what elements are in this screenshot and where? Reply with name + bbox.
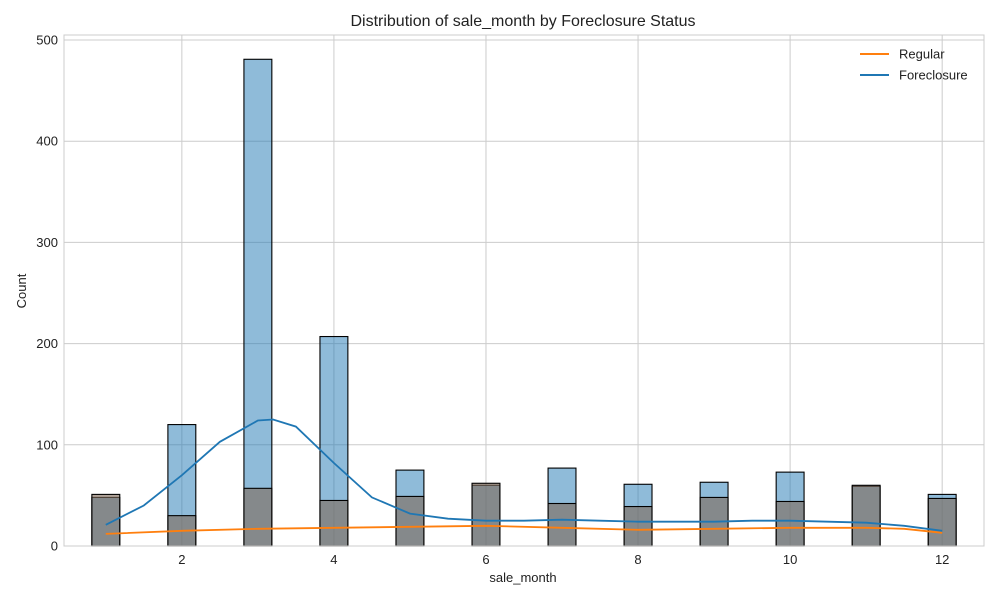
plot-frame — [63, 34, 985, 547]
plot-background — [64, 35, 984, 546]
y-axis-label: Count — [14, 273, 29, 308]
regular-bar — [927, 497, 957, 547]
regular-bar — [319, 499, 349, 547]
regular-bar — [91, 493, 121, 547]
y-tick-label: 0 — [51, 539, 58, 554]
foreclosure-kde-line — [105, 418, 943, 532]
x-tick-label: 4 — [330, 552, 337, 567]
foreclosure-bar — [243, 58, 273, 547]
regular-kde-line — [105, 524, 943, 535]
regular-bar — [395, 495, 425, 547]
plot-area: 0 100 200 300 400 500 2 4 6 8 10 12 — [36, 33, 985, 567]
regular-bar — [243, 487, 273, 547]
regular-bar — [547, 502, 577, 547]
y-tick-label: 500 — [36, 33, 58, 48]
regular-bar — [775, 500, 805, 547]
y-tick-label: 400 — [36, 134, 58, 149]
y-tick-label: 200 — [36, 336, 58, 351]
x-tick-label: 6 — [482, 552, 489, 567]
x-axis-label: sale_month — [489, 570, 556, 585]
regular-bar — [851, 484, 881, 547]
y-tick-label: 100 — [36, 437, 58, 452]
x-tick-label: 8 — [634, 552, 641, 567]
legend-label: Regular — [899, 47, 945, 62]
x-tick-label: 10 — [783, 552, 797, 567]
x-tick-label: 12 — [935, 552, 949, 567]
regular-bar — [471, 482, 501, 547]
x-tick-label: 2 — [178, 552, 185, 567]
legend-label: Foreclosure — [899, 68, 968, 83]
y-tick-label: 300 — [36, 235, 58, 250]
legend: Regular Foreclosure — [860, 47, 968, 83]
chart-title: Distribution of sale_month by Foreclosur… — [350, 13, 695, 30]
regular-bar — [623, 505, 653, 547]
